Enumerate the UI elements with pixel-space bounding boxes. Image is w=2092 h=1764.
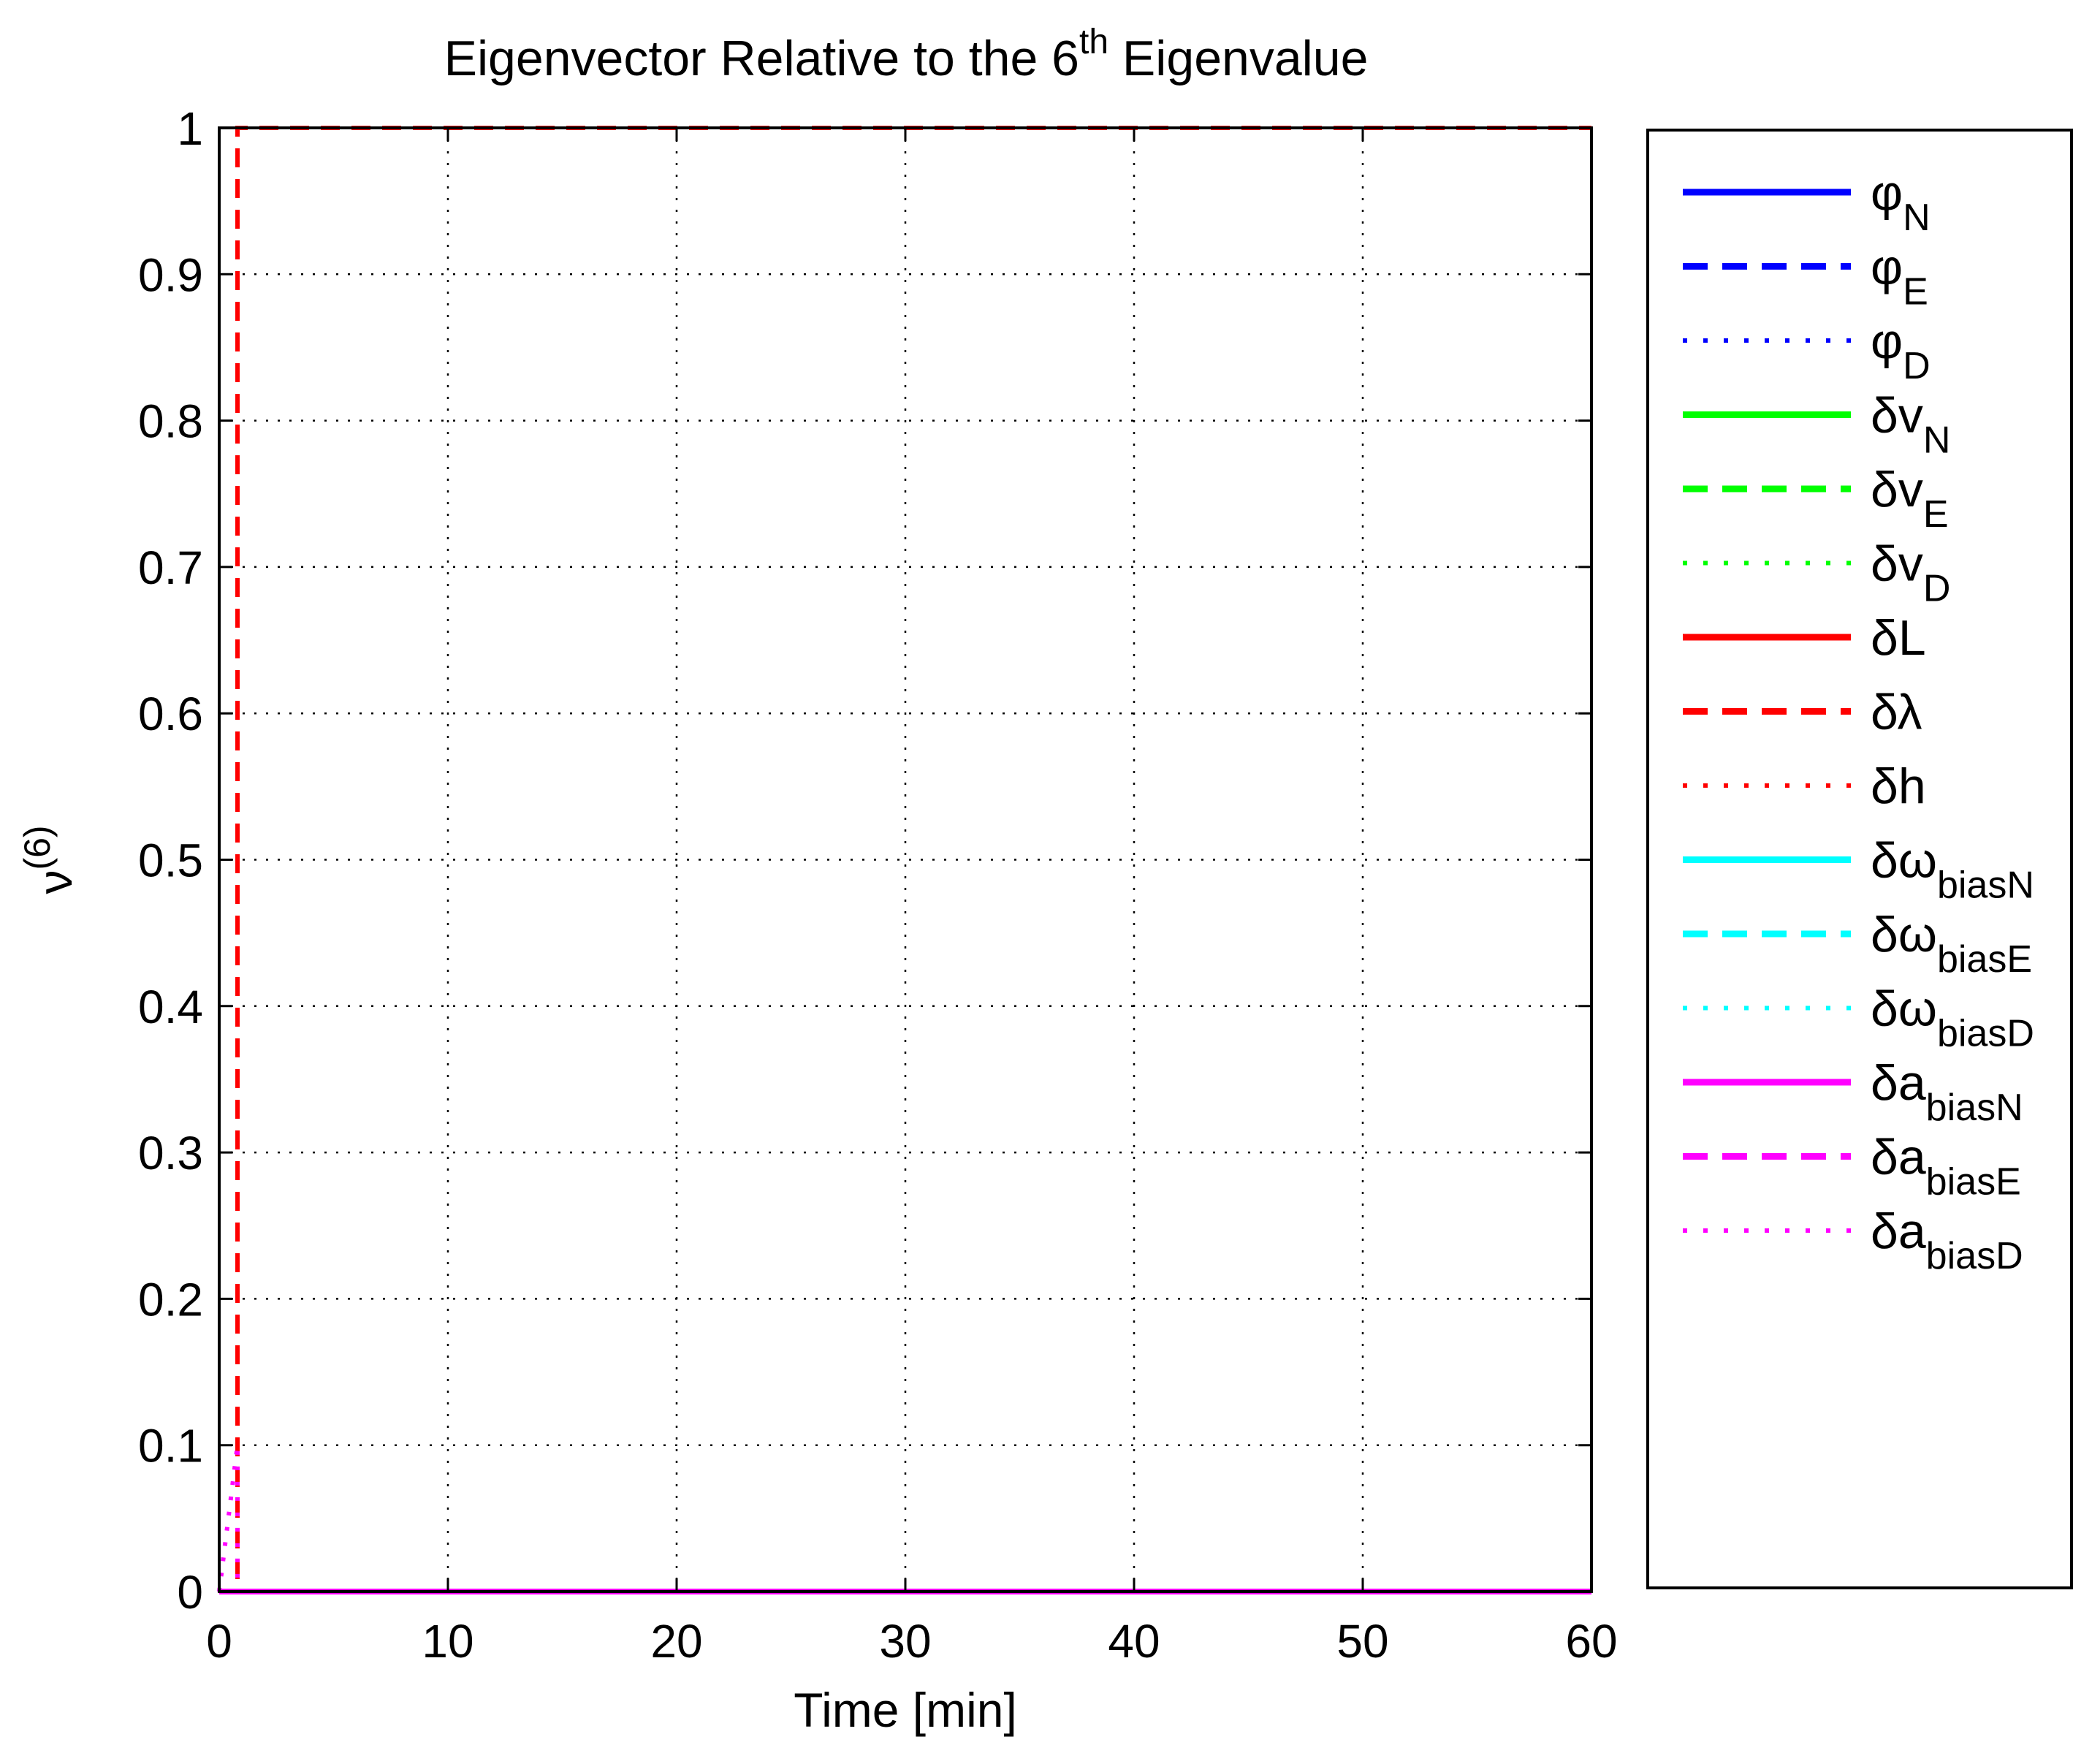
legend-label-symbol: δω bbox=[1871, 833, 1937, 889]
legend-label-subscript: E bbox=[1923, 493, 1949, 536]
legend-label: δωbiasD bbox=[1871, 981, 2034, 1055]
y-axis-label-superscript: (6) bbox=[17, 825, 58, 870]
legend-label-subscript: biasN bbox=[1937, 864, 2034, 907]
chart-title-suffix: Eigenvalue bbox=[1108, 31, 1368, 86]
legend-label: δabiasN bbox=[1871, 1055, 2023, 1129]
legend-label-symbol: φ bbox=[1871, 313, 1903, 369]
y-axis-label: ν(6) bbox=[17, 825, 82, 894]
legend-label: δvE bbox=[1871, 462, 1949, 536]
legend-label-subscript: N bbox=[1923, 419, 1951, 462]
legend-label-symbol: φ bbox=[1871, 240, 1903, 295]
legend-label: δωbiasN bbox=[1871, 833, 2034, 907]
legend-label: δvN bbox=[1871, 388, 1950, 462]
legend-label-subscript: N bbox=[1903, 197, 1931, 239]
y-tick-label: 0.3 bbox=[138, 1127, 203, 1179]
x-tick-label: 30 bbox=[879, 1615, 931, 1668]
legend-label: δabiasD bbox=[1871, 1204, 2023, 1277]
legend-label-subscript: E bbox=[1903, 271, 1928, 313]
legend-label-symbol: δa bbox=[1871, 1130, 1926, 1185]
legend: φNφEφDδvNδvEδvDδLδλδhδωbiasNδωbiasEδωbia… bbox=[1646, 129, 2073, 1589]
legend-label-symbol: δω bbox=[1871, 907, 1937, 962]
chart-title-prefix: Eigenvector Relative to the 6 bbox=[444, 31, 1079, 86]
legend-label: δabiasE bbox=[1871, 1130, 2021, 1204]
legend-label: δωbiasE bbox=[1871, 907, 2032, 981]
legend-label: φD bbox=[1871, 313, 1931, 387]
legend-label-symbol: δa bbox=[1871, 1055, 1926, 1111]
x-tick-label: 20 bbox=[650, 1615, 702, 1668]
legend-label-symbol: δh bbox=[1871, 759, 1926, 814]
y-axis-label-base: ν bbox=[28, 870, 82, 894]
legend-label-symbol: δL bbox=[1871, 610, 1926, 666]
legend-label-symbol: δv bbox=[1871, 536, 1923, 592]
y-tick-label: 0.9 bbox=[138, 248, 203, 301]
series-layer bbox=[217, 126, 1591, 1594]
legend-label-symbol: δv bbox=[1871, 388, 1923, 444]
x-tick-label: 10 bbox=[422, 1615, 473, 1668]
series-line-14 bbox=[217, 1445, 1591, 1594]
legend-label-subscript: biasD bbox=[1926, 1235, 2023, 1277]
x-tick-label: 40 bbox=[1108, 1615, 1160, 1668]
y-tick-label: 0.4 bbox=[138, 981, 203, 1033]
x-tick-label: 50 bbox=[1336, 1615, 1388, 1668]
x-axis-label: Time [min] bbox=[794, 1683, 1017, 1737]
plot-frame bbox=[218, 126, 1593, 1593]
legend-label: δh bbox=[1871, 759, 1926, 814]
y-tick-label: 0.1 bbox=[138, 1420, 203, 1472]
y-tick-label: 0.7 bbox=[138, 541, 203, 594]
y-tick-label: 0.6 bbox=[138, 688, 203, 740]
legend-label: φE bbox=[1871, 240, 1928, 313]
y-tick-label: 0 bbox=[177, 1566, 203, 1619]
legend-label-symbol: δλ bbox=[1871, 685, 1922, 740]
grid-layer bbox=[219, 128, 1591, 1592]
series-line-8 bbox=[219, 126, 1591, 1594]
legend-label: δL bbox=[1871, 610, 1926, 666]
tick-layer: 0 10 20 30 40 50 60 0 0.1 0.2 0.3 0.4 0.5 0.6 0.7 0.8 0.… bbox=[138, 102, 1618, 1668]
x-tick-label: 0 bbox=[206, 1615, 232, 1668]
legend-label-symbol: δa bbox=[1871, 1204, 1926, 1259]
legend-label: δλ bbox=[1871, 685, 1922, 740]
legend-label-symbol: δv bbox=[1871, 462, 1923, 517]
legend-label-symbol: δω bbox=[1871, 981, 1937, 1037]
axes-layer bbox=[218, 126, 1593, 1593]
y-tick-label: 0.8 bbox=[138, 395, 203, 448]
legend-label-subscript: biasN bbox=[1926, 1087, 2023, 1129]
legend-label-symbol: φ bbox=[1871, 165, 1903, 221]
legend-label: δvD bbox=[1871, 536, 1950, 610]
legend-label-subscript: D bbox=[1903, 345, 1931, 387]
legend-label-subscript: biasE bbox=[1937, 938, 2032, 981]
x-tick-label: 60 bbox=[1565, 1615, 1617, 1668]
y-tick-label: 0.5 bbox=[138, 835, 203, 887]
y-tick-label: 0.2 bbox=[138, 1273, 203, 1326]
legend-label-subscript: biasE bbox=[1926, 1161, 2021, 1204]
y-tick-label: 1 bbox=[177, 102, 203, 155]
legend-label-subscript: D bbox=[1923, 568, 1951, 610]
chart-title-superscript: th bbox=[1079, 23, 1108, 61]
series-line-7 bbox=[219, 126, 1591, 1594]
legend-label: φN bbox=[1871, 165, 1931, 239]
chart-title: Eigenvector Relative to the 6th Eigenval… bbox=[444, 23, 1369, 86]
legend-label-subscript: biasD bbox=[1937, 1013, 2034, 1055]
